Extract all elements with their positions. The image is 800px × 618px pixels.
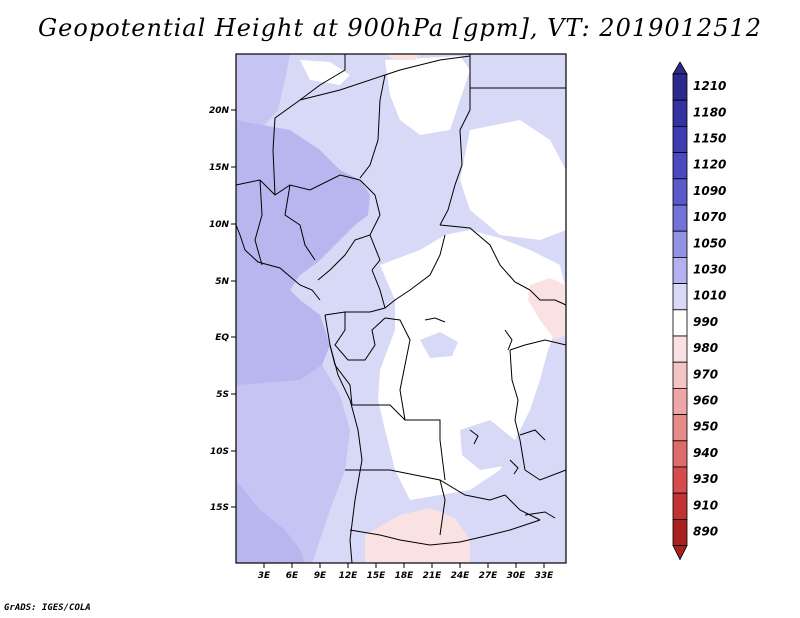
lon-label: 9E: [314, 571, 327, 581]
colorbar-swatch: [672, 73, 688, 101]
colorbar-label: 950: [693, 420, 718, 434]
colorbar-swatch: [672, 440, 688, 468]
colorbar-label: 970: [693, 367, 718, 381]
footer-credit: GrADS: IGES/COLA: [4, 603, 91, 613]
colorbar-swatch: [672, 387, 688, 415]
colorbar-swatch: [672, 152, 688, 180]
colorbar-label: 960: [693, 394, 718, 408]
colorbar-swatch: [672, 256, 688, 284]
fill-southwest: [236, 480, 305, 563]
country-borders: [235, 54, 567, 564]
colorbar-swatch: [672, 361, 688, 389]
lon-labels: 3E 6E 9E 12E 15E 18E 21E 24E 27E 30E 33E: [258, 571, 554, 581]
colorbar-swatch: [672, 204, 688, 232]
colorbar-label: 1210: [693, 79, 726, 93]
fill-northeast-white: [460, 120, 566, 240]
lon-label: 18E: [395, 571, 415, 581]
colorbar-label: 940: [693, 446, 718, 460]
colorbar-label: 1030: [693, 263, 726, 277]
colorbar-top-arrow: [672, 61, 688, 75]
colorbar-label: 1010: [693, 289, 726, 303]
lon-label: 6E: [286, 571, 299, 581]
fill-patch: [300, 60, 350, 85]
colorbar-label: 1070: [693, 210, 726, 224]
fill-patch-center: [420, 332, 458, 358]
colorbar-swatch: [672, 178, 688, 206]
map-fills: [236, 54, 566, 563]
fill-central-white: [378, 230, 566, 500]
lat-label: 15N: [209, 163, 230, 173]
lon-label: 33E: [535, 571, 555, 581]
fill-atlantic: [236, 54, 290, 130]
colorbar-label: 1180: [693, 105, 726, 119]
lat-label: 10S: [210, 447, 229, 457]
lat-label: 20N: [209, 106, 230, 116]
colorbar-bottom-arrow: [672, 545, 688, 561]
fill-sahara-white: [385, 56, 470, 135]
fill-pink-east: [528, 278, 566, 340]
colorbar-swatch: [672, 126, 688, 154]
colorbar-swatch: [672, 309, 688, 337]
lon-label: 21E: [423, 571, 443, 581]
lon-label: 30E: [507, 571, 527, 581]
lon-label: 15E: [367, 571, 387, 581]
colorbar-swatch: [672, 466, 688, 494]
lat-label: 15S: [210, 503, 229, 513]
fill-west-africa: [236, 120, 370, 385]
colorbar-label: 1120: [693, 158, 726, 172]
colorbar-label: 1090: [693, 184, 726, 198]
lon-label: 12E: [339, 571, 359, 581]
fill-pink-north: [385, 54, 420, 60]
colorbar-label: 1150: [693, 132, 726, 146]
colorbar-swatch: [672, 99, 688, 127]
colorbar-swatch: [672, 335, 688, 363]
colorbar-label: 930: [693, 472, 718, 486]
colorbar: 1210 1180 1150 1120 1090 1070 1050 1030 1010 990 9…: [672, 61, 726, 561]
chart-title: Geopotential Height at 900hPa [gpm], VT:…: [38, 14, 762, 42]
axis-ticks: [231, 109, 545, 568]
colorbar-swatch: [672, 519, 688, 547]
lat-label: 10N: [209, 220, 230, 230]
map-frame: [235, 53, 567, 564]
lat-label: 5S: [216, 390, 229, 400]
fill-south-atlantic: [236, 365, 350, 563]
colorbar-label: 1050: [693, 236, 726, 250]
colorbar-swatch: [672, 283, 688, 311]
colorbar-swatch: [672, 492, 688, 520]
lon-label: 3E: [258, 571, 271, 581]
colorbar-label: 990: [693, 315, 718, 329]
lon-label: 24E: [451, 571, 471, 581]
fill-pink-south: [365, 508, 470, 563]
colorbar-label: 890: [693, 525, 718, 539]
lon-label: 27E: [479, 571, 499, 581]
colorbar-label: 980: [693, 341, 718, 355]
colorbar-swatch: [672, 414, 688, 442]
colorbar-swatch: [672, 230, 688, 258]
colorbar-label: 910: [693, 498, 718, 512]
lat-labels: 20N 15N 10N 5N EQ 5S 10S 15S: [209, 106, 230, 513]
lat-label: 5N: [215, 277, 229, 287]
lat-label: EQ: [215, 333, 229, 343]
